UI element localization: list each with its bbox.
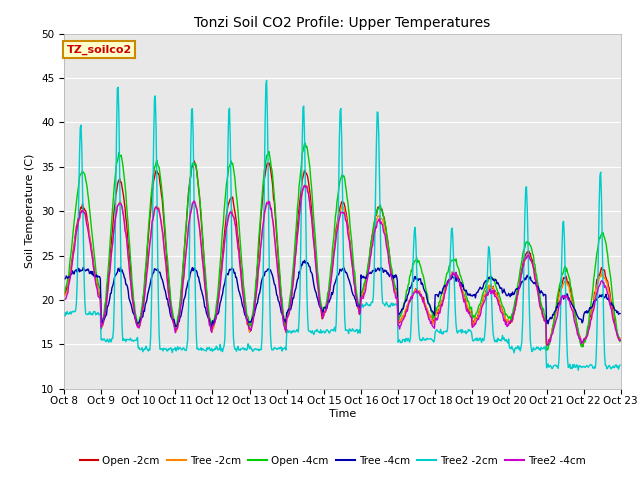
Open -2cm [70, 242, 78, 248]
Tree2 -4cm [70, 248, 78, 254]
Open -2cm [410, 289, 418, 295]
Tree2 -4cm [60, 297, 68, 302]
Tree -4cm [127, 302, 135, 308]
Open -4cm [410, 259, 418, 264]
Tree2 -4cm [543, 342, 551, 348]
Open -2cm [60, 290, 68, 296]
Tree -2cm [410, 289, 418, 295]
Open -4cm [301, 141, 309, 146]
Tree -4cm [616, 311, 624, 316]
Tree -4cm [214, 311, 221, 317]
Line: Tree2 -2cm: Tree2 -2cm [64, 80, 620, 370]
Open -2cm [190, 158, 198, 164]
Tree -2cm [579, 342, 587, 348]
Open -2cm [579, 344, 587, 349]
Tree2 -2cm [184, 336, 191, 342]
Tree2 -4cm [427, 321, 435, 326]
Open -2cm [127, 279, 135, 285]
Open -4cm [616, 338, 624, 344]
Tree -4cm [60, 276, 68, 282]
Line: Tree -4cm: Tree -4cm [64, 260, 620, 328]
Open -4cm [127, 265, 135, 271]
Tree -4cm [412, 274, 419, 279]
Tree -4cm [428, 308, 435, 313]
Line: Open -2cm: Open -2cm [64, 161, 620, 347]
Tree2 -2cm [263, 77, 271, 83]
Tree -4cm [208, 325, 216, 331]
Tree2 -4cm [616, 337, 624, 343]
Line: Tree -2cm: Tree -2cm [64, 185, 620, 345]
Open -4cm [60, 288, 68, 294]
Tree -2cm [127, 286, 135, 291]
Y-axis label: Soil Temperature (C): Soil Temperature (C) [26, 154, 35, 268]
Tree2 -2cm [213, 345, 221, 350]
Tree2 -2cm [70, 308, 78, 314]
X-axis label: Time: Time [329, 409, 356, 419]
Tree2 -4cm [301, 183, 308, 189]
Tree -2cm [70, 246, 78, 252]
Tree -4cm [184, 280, 191, 286]
Tree -2cm [427, 313, 435, 319]
Tree2 -2cm [575, 367, 582, 373]
Tree2 -4cm [127, 286, 135, 292]
Tree -2cm [616, 335, 624, 341]
Tree2 -2cm [60, 312, 68, 317]
Tree -2cm [213, 306, 221, 312]
Open -4cm [427, 304, 435, 310]
Open -4cm [70, 220, 78, 226]
Tree -2cm [301, 182, 309, 188]
Tree -4cm [70, 271, 78, 277]
Line: Open -4cm: Open -4cm [64, 144, 620, 350]
Tree2 -4cm [184, 233, 191, 239]
Open -2cm [184, 203, 191, 208]
Open -4cm [184, 200, 191, 206]
Tree -2cm [60, 293, 68, 299]
Legend: Open -2cm, Tree -2cm, Open -4cm, Tree -4cm, Tree2 -2cm, Tree2 -4cm: Open -2cm, Tree -2cm, Open -4cm, Tree -4… [76, 452, 590, 470]
Open -2cm [427, 312, 435, 318]
Tree2 -2cm [410, 228, 418, 234]
Text: TZ_soilco2: TZ_soilco2 [67, 44, 132, 55]
Tree2 -2cm [427, 336, 435, 341]
Open -2cm [214, 297, 221, 302]
Open -4cm [213, 297, 221, 302]
Tree2 -2cm [616, 362, 624, 368]
Tree2 -4cm [213, 309, 221, 314]
Open -4cm [543, 348, 550, 353]
Line: Tree2 -4cm: Tree2 -4cm [64, 186, 620, 345]
Tree -2cm [184, 230, 191, 236]
Open -2cm [616, 337, 624, 343]
Tree2 -2cm [127, 337, 135, 343]
Tree2 -4cm [410, 290, 418, 296]
Tree -4cm [301, 257, 308, 263]
Title: Tonzi Soil CO2 Profile: Upper Temperatures: Tonzi Soil CO2 Profile: Upper Temperatur… [195, 16, 490, 30]
